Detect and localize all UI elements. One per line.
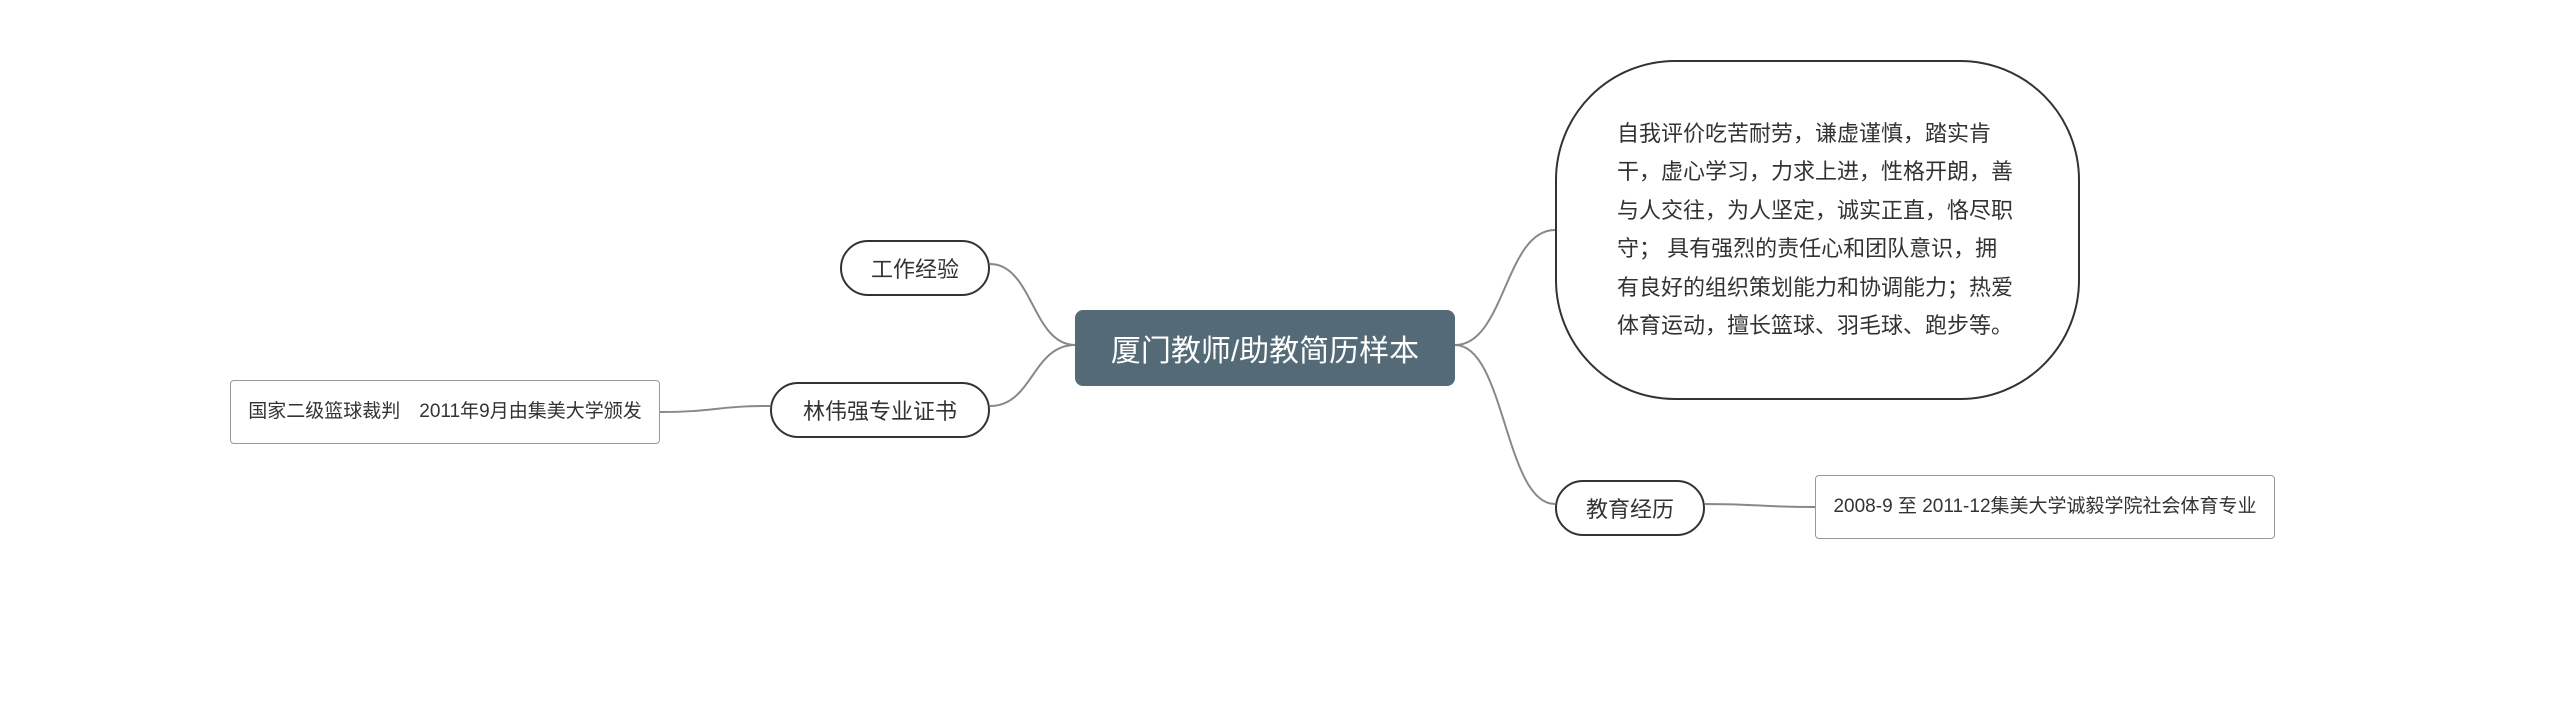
root-node: 厦门教师/助教简历样本 [1075, 310, 1455, 386]
right-branch-0: 自我评价吃苦耐劳，谦虚谨慎，踏实肯干，虚心学习，力求上进，性格开朗，善与人交往，… [1555, 60, 2080, 400]
right-branch-1: 教育经历 [1555, 480, 1705, 536]
right-branch-1-child-0: 2008-9 至 2011-12集美大学诚毅学院社会体育专业 [1815, 475, 2275, 539]
left-branch-1-child-0: 国家二级篮球裁判 2011年9月由集美大学颁发 [230, 380, 660, 444]
left-branch-1: 林伟强专业证书 [770, 382, 990, 438]
left-branch-0: 工作经验 [840, 240, 990, 296]
